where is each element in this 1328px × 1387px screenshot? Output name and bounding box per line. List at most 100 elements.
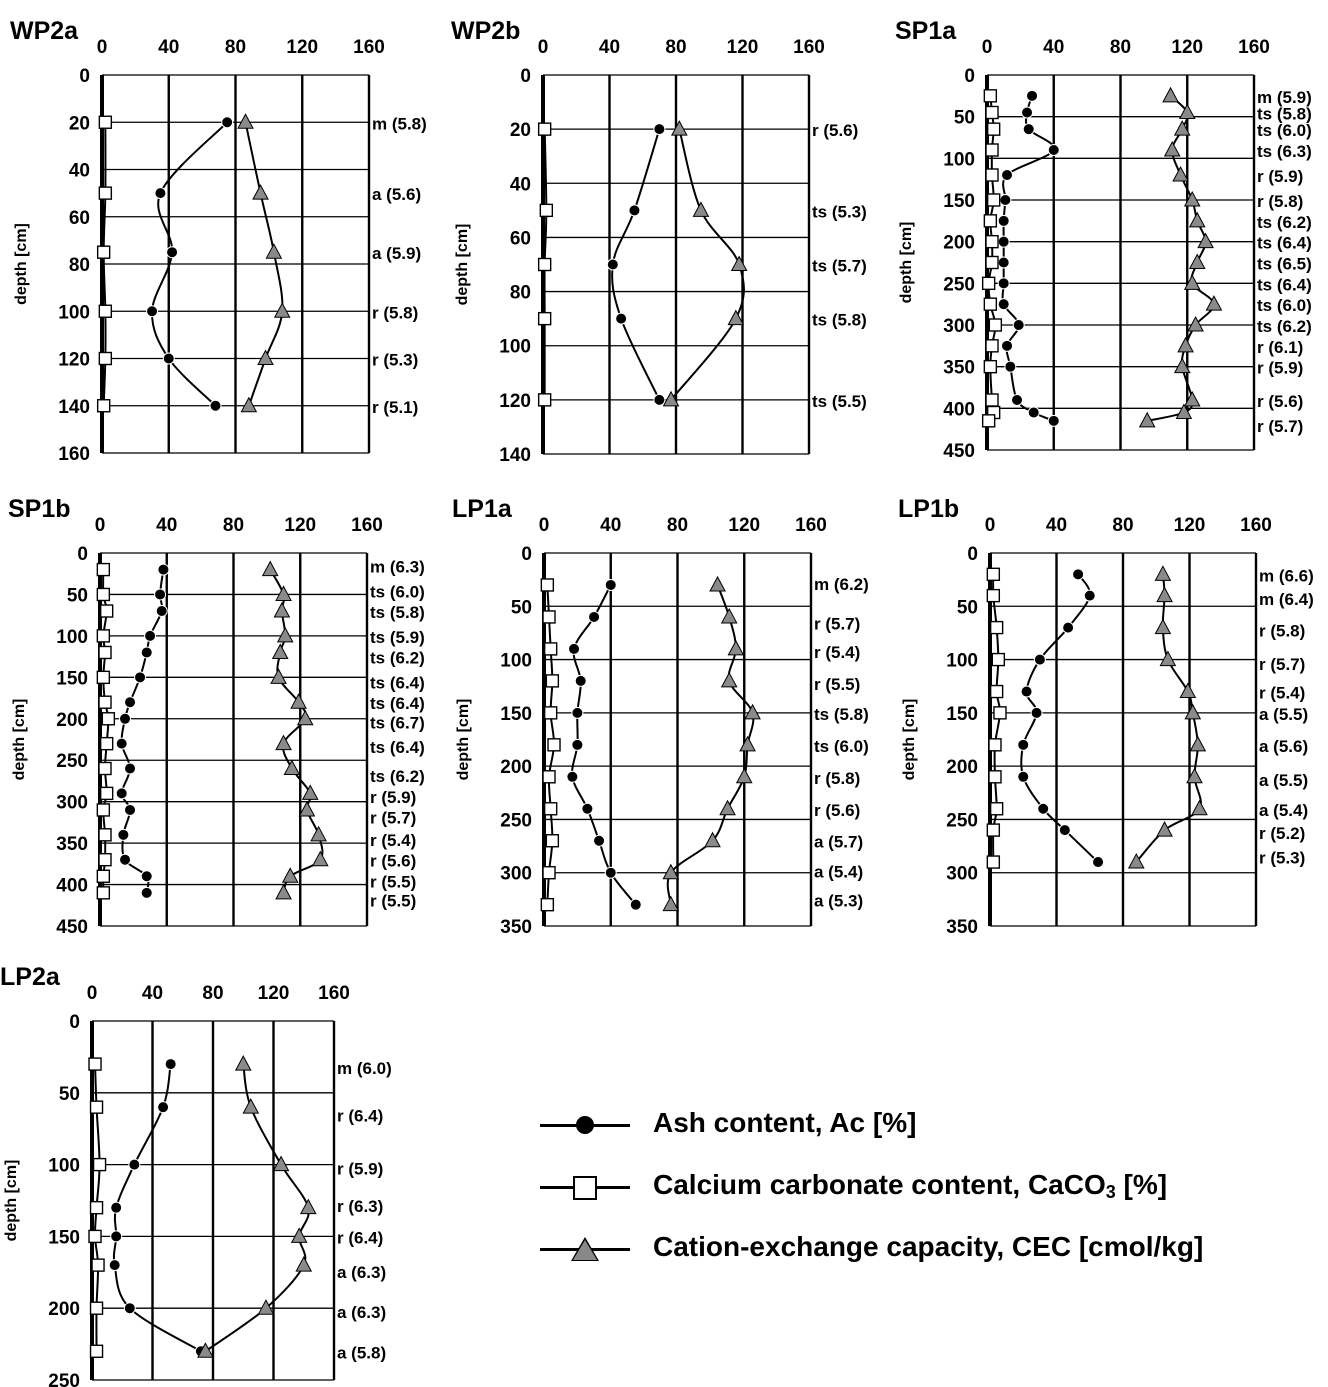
y-tick-label: 150: [946, 704, 978, 725]
cec-data-point: [257, 1299, 275, 1315]
caco3-data-point: [96, 245, 111, 259]
y-tick-label: 150: [500, 704, 532, 725]
cec-data-point: [311, 850, 329, 867]
caco3-data-point: [99, 736, 114, 751]
cec-data-point: [719, 799, 736, 816]
cec-data-point: [704, 831, 721, 848]
caco3-data-point: [986, 567, 1001, 582]
horizon-annotation: ts (6.4): [370, 673, 425, 692]
y-tick-label: 40: [510, 174, 531, 195]
caco3-data-point: [985, 393, 999, 407]
y-tick-label: 50: [67, 585, 88, 606]
horizon-annotation: r (5.6): [1257, 392, 1303, 411]
panel-title: WP2b: [451, 17, 520, 45]
caco3-data-point: [983, 214, 998, 228]
x-tick-label: 80: [223, 515, 244, 536]
cec-data-point: [237, 113, 254, 129]
cec-data-point: [1173, 120, 1191, 136]
series-line-caco3: [102, 569, 110, 893]
panel-title: LP2a: [0, 963, 61, 991]
y-tick-label: 100: [48, 1156, 80, 1177]
horizon-annotation: r (5.6): [812, 121, 858, 140]
panel-title: WP2a: [10, 17, 79, 45]
legend-caco3-prefix: Calcium carbonate content, CaCO: [653, 1169, 1106, 1200]
cec-data-point: [295, 1256, 313, 1272]
y-tick-label: 300: [946, 864, 978, 885]
caco3-data-point: [986, 855, 1001, 869]
cec-data-point: [1188, 211, 1206, 228]
y-tick-label: 80: [69, 255, 90, 276]
legend-item-caco3: Calcium carbonate content, CaCO3 [%]: [540, 1165, 1320, 1227]
horizon-annotation: a (5.8): [337, 1343, 386, 1362]
ash-data-point: [1030, 706, 1043, 719]
cec-data-point: [1138, 411, 1156, 428]
horizon-annotation: r (5.2): [1259, 824, 1305, 843]
chart-panel-sp1b: 0 40 80 120 160 0 50 100 150 200 250 300 350 400 450 SP…: [8, 495, 425, 938]
ash-data-point: [1072, 568, 1085, 581]
cec-data-point: [275, 585, 292, 601]
caco3-data-point: [988, 318, 1003, 332]
cec-data-point: [720, 671, 738, 688]
ash-data-point: [146, 305, 159, 318]
horizon-annotation: a (5.9): [372, 244, 421, 263]
chart-panel-wp2b: 0 40 80 120 160 0 20 40 60 80 100 120 140 WP2b depth […: [451, 17, 867, 466]
horizon-annotation: r (5.6): [370, 852, 416, 871]
caco3-data-point: [983, 359, 998, 374]
horizon-annotation: m (6.4): [1259, 590, 1314, 609]
ash-data-point: [588, 610, 601, 623]
x-tick-label: 120: [728, 515, 760, 536]
x-tick-label: 80: [225, 37, 246, 58]
ash-data-point: [1047, 144, 1060, 156]
horizon-annotation: r (5.7): [1259, 655, 1305, 674]
cec-data-point: [242, 1098, 260, 1114]
y-axis-label: depth [cm]: [898, 222, 915, 304]
x-tick-label: 160: [795, 515, 827, 536]
caco3-data-point: [985, 339, 999, 353]
y-tick-label: 200: [943, 233, 975, 254]
y-axis-label: depth [cm]: [3, 1160, 20, 1242]
caco3-data-point: [986, 193, 1001, 207]
cec-data-point: [265, 243, 283, 259]
series-line-cec: [269, 569, 324, 894]
cec-data-point: [720, 607, 738, 624]
ash-data-point: [1021, 106, 1034, 119]
cec-data-point: [252, 184, 269, 200]
caco3-data-point: [988, 770, 1002, 784]
caco3-data-point: [92, 1157, 107, 1172]
legend-label-caco3: Calcium carbonate content, CaCO3 [%]: [653, 1169, 1167, 1203]
y-tick-label: 450: [56, 917, 88, 938]
legend-label-ash: Ash content, Ac [%]: [653, 1107, 917, 1138]
horizon-annotation: r (5.4): [370, 831, 416, 850]
y-tick-label: 250: [500, 810, 532, 831]
horizon-annotation: r (5.5): [814, 675, 860, 694]
y-tick-label: 0: [521, 544, 532, 565]
caco3-data-point: [986, 122, 1001, 136]
ash-data-point: [119, 853, 132, 866]
caco3-data-point: [543, 642, 558, 656]
caco3-data-point: [98, 304, 113, 318]
caco3-data-point: [96, 399, 111, 413]
y-tick-label: 200: [500, 757, 532, 778]
horizon-annotation: r (5.8): [372, 303, 418, 322]
y-tick-label: 20: [69, 113, 90, 134]
caco3-data-point: [88, 1229, 102, 1244]
series-line-cec: [666, 584, 755, 905]
cec-data-point: [730, 255, 748, 271]
horizon-annotation: a (5.4): [1259, 801, 1308, 820]
cec-data-point: [1183, 274, 1201, 290]
cec-data-point: [257, 349, 274, 365]
ash-data-point: [164, 1058, 177, 1071]
chart-panel-sp1a: 0 40 80 120 160 0 50 100 150 200 250 300 350 400 450 SP…: [895, 17, 1312, 462]
y-tick-label: 50: [954, 108, 975, 129]
cec-data-point: [273, 302, 291, 318]
series-line-ash: [120, 569, 165, 893]
horizon-annotation: ts (6.3): [1257, 142, 1312, 161]
y-tick-label: 50: [957, 597, 978, 618]
cec-data-point: [1177, 336, 1194, 353]
y-axis-label: depth [cm]: [455, 699, 472, 781]
caco3-data-point: [101, 712, 116, 726]
x-tick-label: 80: [1110, 37, 1131, 58]
y-tick-label: 0: [964, 66, 975, 87]
ash-data-point: [110, 1230, 123, 1243]
cec-data-point: [1172, 165, 1189, 182]
